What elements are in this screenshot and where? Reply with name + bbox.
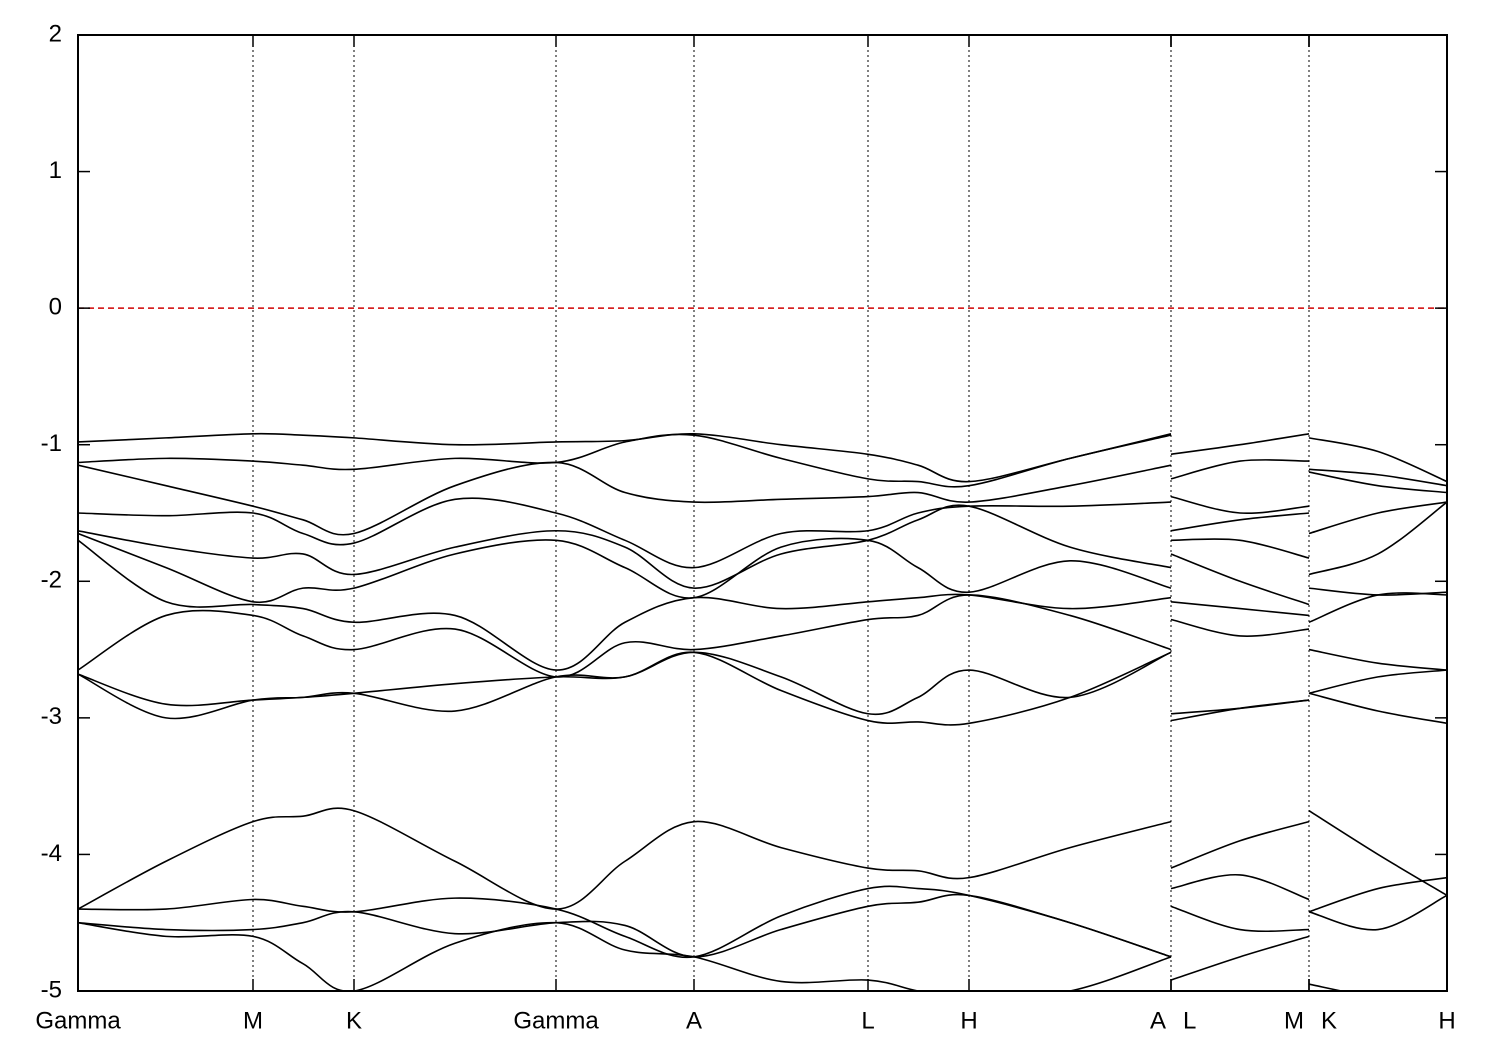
x-tick-label: K <box>346 1007 362 1034</box>
y-tick-label: -4 <box>41 840 62 867</box>
band <box>78 874 1447 959</box>
x-tick-label: A <box>686 1007 702 1034</box>
y-tick-label: -2 <box>41 567 62 594</box>
x-tick-label: K <box>1321 1007 1337 1034</box>
x-tick-label: L <box>1183 1007 1196 1034</box>
band <box>78 651 1447 716</box>
y-tick-label: 0 <box>49 293 62 320</box>
band <box>78 594 1447 678</box>
x-tick-label: M <box>243 1007 263 1034</box>
band <box>78 461 1447 536</box>
band <box>78 433 1447 488</box>
band <box>78 651 1447 726</box>
y-tick-label: -1 <box>41 430 62 457</box>
x-tick-label: A <box>1150 1007 1166 1034</box>
y-tick-label: 1 <box>49 157 62 184</box>
x-tick-label: H <box>960 1007 977 1034</box>
band <box>78 921 1346 991</box>
band <box>78 539 1447 671</box>
band <box>78 876 1447 958</box>
band <box>78 532 1447 606</box>
x-tick-label: H <box>1438 1007 1455 1034</box>
plot-frame <box>77 34 1448 992</box>
y-tick-label: -3 <box>41 703 62 730</box>
band <box>78 807 1447 910</box>
y-tick-label: 2 <box>49 20 62 47</box>
x-tick-label: L <box>861 1007 874 1034</box>
band <box>78 501 1447 589</box>
x-tick-label: Gamma <box>35 1007 121 1034</box>
x-tick-label: M <box>1284 1007 1304 1034</box>
grid-layer <box>78 35 1447 991</box>
x-tick-label: Gamma <box>513 1007 599 1034</box>
bands-layer <box>78 432 1447 991</box>
y-tick-label: -5 <box>41 976 62 1003</box>
band <box>78 497 1447 569</box>
band <box>78 432 1447 483</box>
